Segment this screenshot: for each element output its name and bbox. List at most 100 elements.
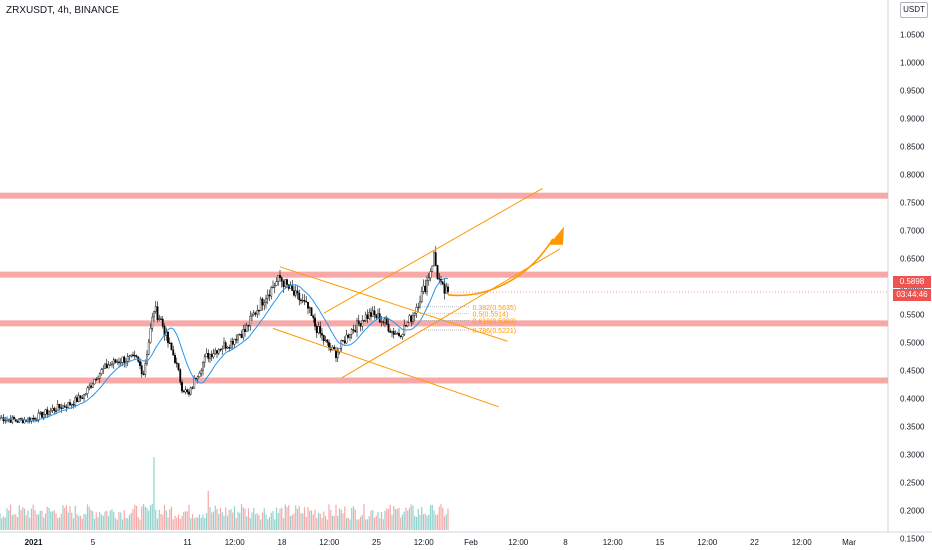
candle-body [130, 354, 133, 357]
volume-bar [286, 507, 288, 530]
volume-bar [83, 514, 85, 530]
candle-body [121, 356, 124, 363]
candle-body [396, 332, 399, 335]
volume-bar [379, 518, 381, 530]
moving-average-line [0, 277, 449, 421]
volume-bar [247, 508, 250, 530]
candle-body [265, 298, 267, 303]
candle-body [259, 298, 262, 311]
candle-body [258, 310, 260, 312]
currency-badge[interactable]: USDT [900, 2, 928, 18]
candle-body [186, 389, 189, 393]
volume-bar [365, 519, 367, 530]
volume-bar [27, 510, 29, 530]
volume-bar [375, 515, 377, 530]
y-tick-label: 0.9000 [900, 114, 925, 123]
candle-body [63, 405, 66, 408]
volume-bar [405, 507, 407, 530]
volume-bar [417, 509, 419, 530]
volume-bar [165, 510, 167, 530]
x-tick-label: Feb [464, 538, 478, 547]
candle-body [240, 333, 243, 338]
volume-bar [146, 507, 148, 530]
volume-bar [72, 518, 75, 530]
volume-bar [30, 508, 33, 530]
volume-bar [426, 515, 428, 530]
candle-body [205, 353, 208, 357]
volume-bar [142, 504, 145, 530]
candle-body [207, 353, 210, 359]
candle-body [438, 278, 441, 280]
x-tick-label: 25 [372, 538, 381, 547]
volume-bar [57, 518, 59, 530]
candle-body [256, 310, 259, 315]
candle-body [263, 302, 266, 306]
volume-bar [191, 514, 194, 530]
volume-bar [37, 514, 40, 530]
candle-body [261, 298, 264, 306]
volume-bar [347, 517, 349, 530]
candle-body [254, 312, 257, 315]
y-tick-label: 0.7000 [900, 226, 925, 235]
candle-body [391, 331, 393, 333]
volume-bar [204, 518, 206, 530]
volume-bar [368, 516, 370, 530]
x-tick-label: Mar [842, 538, 856, 547]
candle-body [244, 329, 246, 332]
candle-body [32, 417, 35, 420]
x-tick-label: 12:00 [508, 538, 529, 547]
candle-body [18, 418, 21, 423]
volume-bar [370, 510, 372, 530]
symbol-header[interactable]: ZRXUSDT, 4h, BINANCE [6, 5, 119, 16]
volume-bar [186, 511, 188, 530]
candle-body [44, 409, 47, 415]
candle-body [140, 365, 143, 375]
candle-body [70, 403, 73, 406]
candle-body [251, 314, 253, 317]
candle-body [335, 349, 337, 359]
candle-body [198, 372, 201, 377]
candle-body [100, 369, 103, 374]
candle-body [41, 411, 43, 418]
volume-bar [326, 519, 328, 530]
volume-bar [230, 509, 232, 530]
volume-bar [382, 519, 384, 530]
candle-body [231, 340, 234, 345]
volume-bar [415, 516, 418, 530]
volume-bar [232, 512, 234, 530]
candle-body [51, 408, 54, 411]
volume-bar [172, 519, 174, 530]
y-tick-label: 0.2000 [900, 506, 925, 515]
y-tick-label: 0.4500 [900, 366, 925, 375]
volume-bar [249, 517, 251, 530]
volume-bar [284, 504, 286, 530]
volume-bar [443, 516, 446, 530]
volume-bar [212, 511, 215, 530]
candle-body [249, 315, 252, 327]
candle-body [184, 389, 187, 393]
candle-body [405, 325, 407, 327]
x-tick-label: 5 [91, 538, 96, 547]
volume-bar [41, 510, 43, 530]
candle-body [308, 307, 311, 309]
volume-bar [338, 508, 341, 530]
volume-bar [141, 506, 143, 530]
candle-body [98, 373, 101, 379]
volume-bar [53, 510, 55, 530]
candle-body [160, 318, 162, 320]
volume-bar [387, 508, 390, 530]
volume-bar [223, 515, 225, 530]
volume-bar [295, 505, 297, 530]
volume-bar [118, 512, 120, 530]
candle-body [441, 281, 444, 285]
candle-body [83, 394, 85, 399]
candle-body [104, 363, 106, 369]
volume-bar [312, 514, 314, 530]
candle-body [310, 307, 313, 316]
candle-body [237, 334, 239, 341]
volume-bar [71, 512, 73, 530]
x-tick-label: 12:00 [697, 538, 718, 547]
candle-body [322, 335, 325, 341]
candle-body [319, 326, 322, 334]
